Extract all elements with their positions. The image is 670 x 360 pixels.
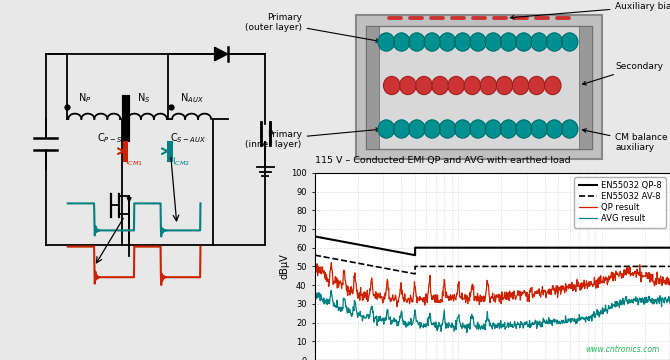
AVG result xyxy=(311,293,319,297)
EN55032 QP-8 xyxy=(311,234,319,239)
Circle shape xyxy=(432,77,448,94)
Circle shape xyxy=(416,77,432,94)
QP result xyxy=(538,290,546,294)
AVG result xyxy=(463,330,471,335)
QP result xyxy=(618,276,626,280)
Circle shape xyxy=(448,77,464,94)
Circle shape xyxy=(546,120,563,138)
FancyBboxPatch shape xyxy=(356,15,602,159)
Circle shape xyxy=(516,120,532,138)
Circle shape xyxy=(561,33,578,51)
Circle shape xyxy=(513,77,529,94)
AVG result xyxy=(618,301,626,305)
Polygon shape xyxy=(214,47,228,61)
Circle shape xyxy=(454,120,471,138)
Circle shape xyxy=(454,33,471,51)
Circle shape xyxy=(470,33,486,51)
Circle shape xyxy=(378,120,395,138)
Circle shape xyxy=(378,33,395,51)
Circle shape xyxy=(393,120,410,138)
Text: Primary
(inner layer): Primary (inner layer) xyxy=(245,128,380,149)
FancyBboxPatch shape xyxy=(579,26,592,148)
QP result xyxy=(333,286,341,290)
AVG result xyxy=(518,322,526,327)
Text: I$_{CM2}$: I$_{CM2}$ xyxy=(172,156,190,168)
Circle shape xyxy=(470,120,486,138)
Circle shape xyxy=(480,77,496,94)
AVG result xyxy=(666,301,670,305)
Circle shape xyxy=(383,77,400,94)
Line: EN55032 QP-8: EN55032 QP-8 xyxy=(315,237,670,255)
Circle shape xyxy=(464,77,480,94)
Text: Auxiliary bias: Auxiliary bias xyxy=(511,2,670,19)
Circle shape xyxy=(529,77,545,94)
Text: C$_{S-AUX}$: C$_{S-AUX}$ xyxy=(170,131,206,145)
Circle shape xyxy=(561,120,578,138)
AVG result xyxy=(327,288,335,293)
Circle shape xyxy=(496,77,513,94)
Legend: EN55032 QP-8, EN55032 AV-8, QP result, AVG result: EN55032 QP-8, EN55032 AV-8, QP result, A… xyxy=(574,177,666,228)
Circle shape xyxy=(531,120,547,138)
Line: QP result: QP result xyxy=(315,263,670,307)
Text: N$_P$: N$_P$ xyxy=(78,91,92,105)
EN55032 QP-8 xyxy=(411,246,419,250)
QP result xyxy=(527,289,535,293)
Text: C$_{P-S}$: C$_{P-S}$ xyxy=(97,131,123,145)
Circle shape xyxy=(545,77,561,94)
Text: 115 V – Conducted EMI QP and AVG with earthed load: 115 V – Conducted EMI QP and AVG with ea… xyxy=(315,156,571,165)
AVG result xyxy=(333,298,341,302)
EN55032 AV-8 xyxy=(311,253,319,257)
AVG result xyxy=(581,315,589,320)
QP result xyxy=(311,267,319,271)
Circle shape xyxy=(546,33,563,51)
Circle shape xyxy=(500,120,517,138)
Circle shape xyxy=(409,33,425,51)
Text: N$_{AUX}$: N$_{AUX}$ xyxy=(180,91,204,105)
QP result xyxy=(393,305,401,309)
Text: N$_S$: N$_S$ xyxy=(137,91,151,105)
Text: I$_{CM1}$: I$_{CM1}$ xyxy=(125,156,143,168)
Text: www.cntronics.com: www.cntronics.com xyxy=(585,345,659,354)
EN55032 AV-8 xyxy=(666,264,670,269)
EN55032 QP-8 xyxy=(666,246,670,250)
Line: AVG result: AVG result xyxy=(315,291,670,333)
Text: Secondary: Secondary xyxy=(582,62,663,85)
Circle shape xyxy=(409,120,425,138)
EN55032 QP-8 xyxy=(411,253,419,257)
Circle shape xyxy=(516,33,532,51)
Circle shape xyxy=(440,33,456,51)
Circle shape xyxy=(485,33,501,51)
AVG result xyxy=(527,321,535,326)
FancyBboxPatch shape xyxy=(366,26,379,148)
Y-axis label: dBμV: dBμV xyxy=(279,253,289,279)
Circle shape xyxy=(393,33,410,51)
EN55032 AV-8 xyxy=(411,272,419,276)
Circle shape xyxy=(424,120,440,138)
Line: EN55032 AV-8: EN55032 AV-8 xyxy=(315,255,670,274)
Circle shape xyxy=(440,120,456,138)
FancyBboxPatch shape xyxy=(366,26,592,148)
Circle shape xyxy=(531,33,547,51)
EN55032 AV-8 xyxy=(411,264,419,269)
Circle shape xyxy=(424,33,440,51)
Circle shape xyxy=(485,120,501,138)
QP result xyxy=(666,279,670,284)
Text: Primary
(outer layer): Primary (outer layer) xyxy=(245,13,380,42)
Circle shape xyxy=(400,77,416,94)
AVG result xyxy=(538,325,546,329)
Text: CM balance
auxiliary: CM balance auxiliary xyxy=(582,129,668,152)
QP result xyxy=(518,290,526,294)
QP result xyxy=(581,282,589,287)
QP result xyxy=(328,261,336,265)
Circle shape xyxy=(500,33,517,51)
